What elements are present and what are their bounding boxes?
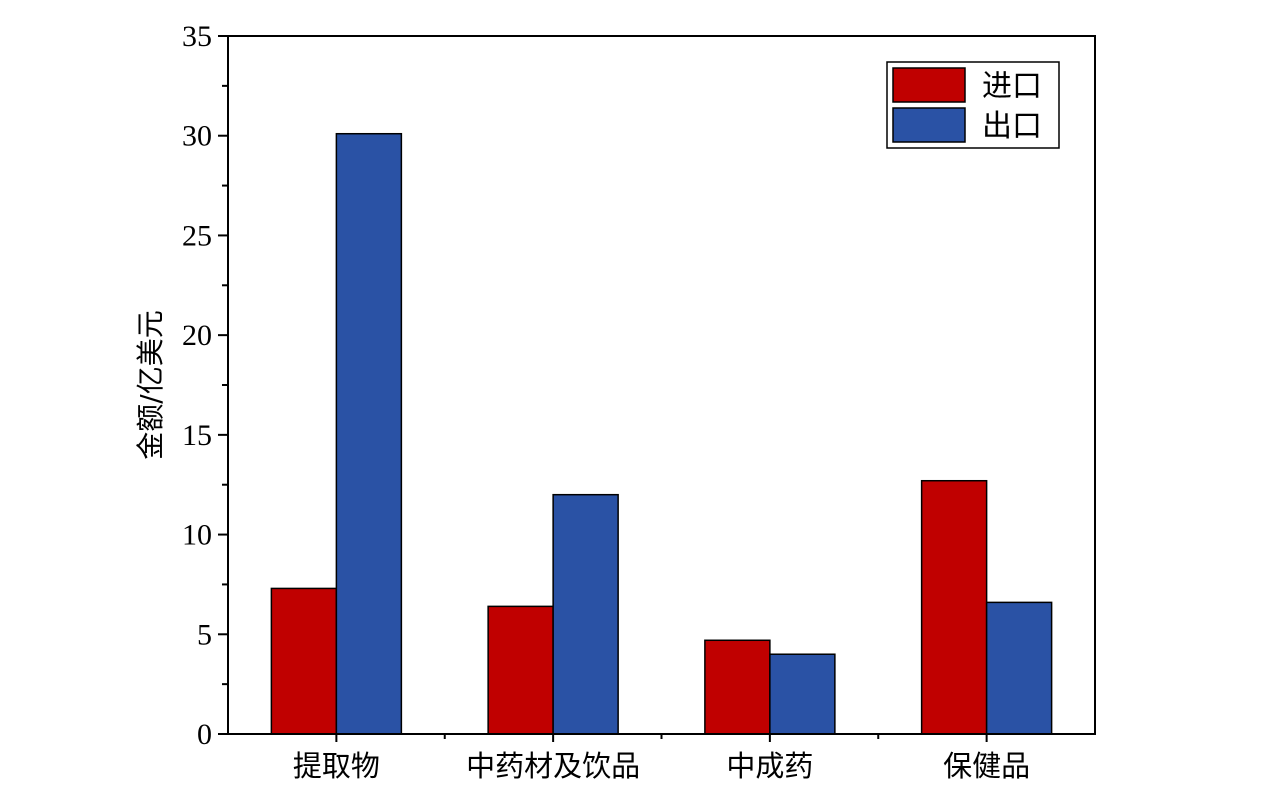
y-tick-label: 10 [182, 519, 212, 552]
y-tick-label: 5 [197, 618, 212, 651]
legend-swatch [892, 107, 966, 143]
y-tick-label: 20 [182, 319, 212, 352]
legend-label: 出口 [982, 109, 1042, 144]
y-tick-label: 0 [197, 718, 212, 751]
y-tick-label: 30 [182, 120, 212, 153]
bar-import [920, 479, 988, 735]
plot-frame [227, 35, 1096, 735]
bars-group [270, 132, 1053, 735]
bar-import [704, 639, 771, 735]
x-tick-label: 提取物 [293, 749, 380, 783]
bar-import [270, 587, 338, 735]
legend-label: 进口 [982, 69, 1042, 104]
y-tick-label: 25 [182, 219, 212, 252]
y-tick-label: 15 [182, 419, 212, 452]
bar-export [552, 493, 619, 735]
x-tick-label: 中成药 [726, 749, 813, 783]
bar-export [335, 132, 403, 735]
legend-swatch [892, 67, 966, 103]
x-tick-label: 中药材及饮品 [466, 749, 640, 783]
x-tick-label: 保健品 [943, 749, 1030, 783]
y-axis-title: 金额/亿美元 [134, 310, 167, 459]
y-axis-ticks: 0 5 10 15 20 25 30 35 [182, 20, 228, 751]
bar-import [487, 605, 554, 735]
bar-export [985, 601, 1053, 735]
bar-export [769, 653, 836, 735]
y-tick-label: 35 [182, 20, 212, 53]
x-axis-labels: 提取物 中药材及饮品 中成药 保健品 [293, 734, 1030, 783]
